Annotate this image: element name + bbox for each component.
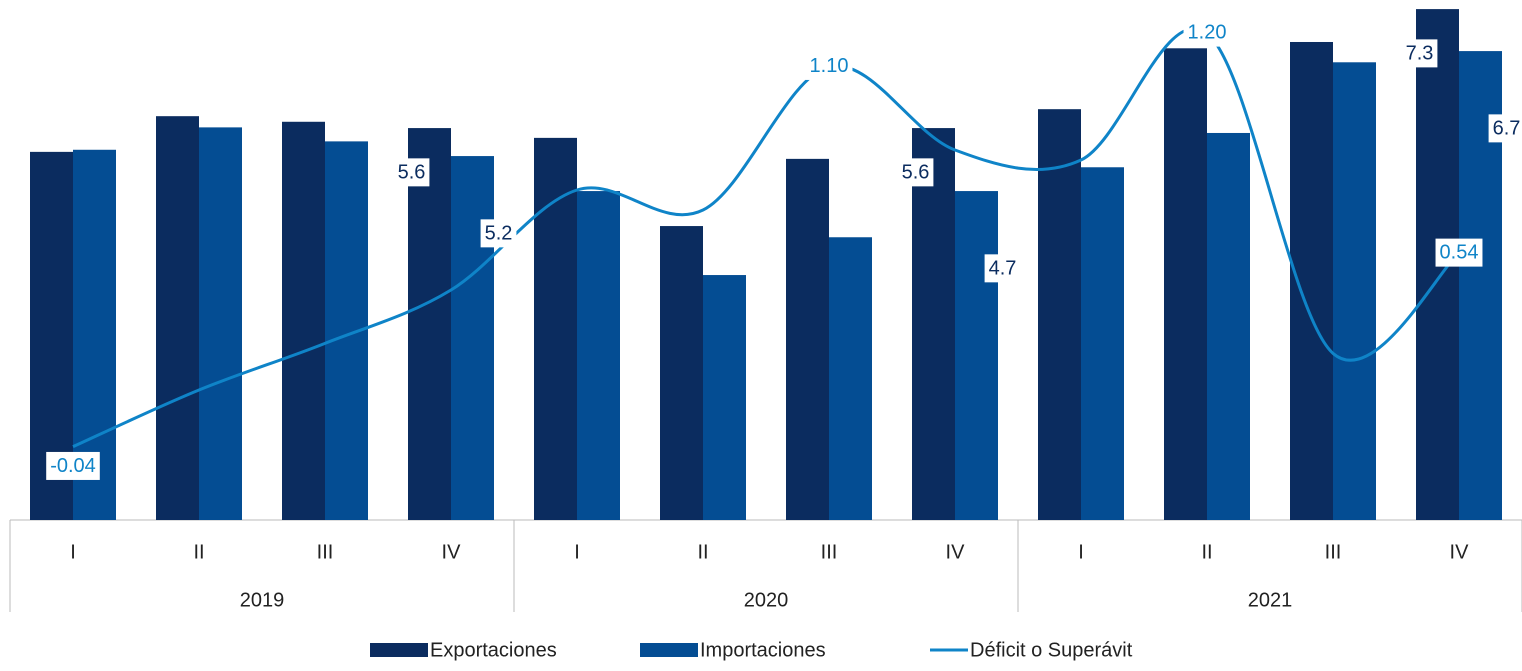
bar xyxy=(703,275,746,520)
x-tick-label: III xyxy=(821,541,838,563)
bar-data-label-box xyxy=(393,158,430,187)
bar xyxy=(1207,132,1250,520)
line-data-label-box xyxy=(1183,18,1231,47)
bar-data-label: 7.3 xyxy=(1406,42,1434,64)
legend-swatch xyxy=(370,643,428,657)
bar xyxy=(829,237,872,520)
legend-label: Importaciones xyxy=(700,639,826,661)
line-data-label: 0.54 xyxy=(1440,242,1479,264)
x-tick-label: IV xyxy=(442,541,462,563)
bar-data-label: 5.6 xyxy=(398,161,426,183)
bar-data-label: 4.7 xyxy=(989,257,1017,279)
x-tick-label: IV xyxy=(946,541,966,563)
bar xyxy=(156,116,199,520)
line-data-label: -0.04 xyxy=(50,455,96,477)
line-data-label: 1.10 xyxy=(810,55,849,77)
bar xyxy=(408,128,451,520)
bar-data-label-box xyxy=(984,254,1021,283)
bar xyxy=(912,128,955,520)
bar xyxy=(534,137,577,521)
bar-data-label-box xyxy=(1401,39,1438,68)
x-tick-label: II xyxy=(1201,541,1212,563)
bar-data-label-box xyxy=(897,158,934,187)
legend-swatch xyxy=(640,643,698,657)
legend-label: Déficit o Superávit xyxy=(970,639,1133,661)
x-tick-label: IV xyxy=(1450,541,1470,563)
line-data-label-box xyxy=(46,451,100,480)
bar-data-label-box xyxy=(480,219,517,248)
line-data-label-box xyxy=(1435,238,1483,267)
bar xyxy=(451,156,494,520)
bar-data-label: 6.7 xyxy=(1493,117,1521,139)
x-tick-label: I xyxy=(1078,541,1084,563)
line xyxy=(72,27,1460,449)
x-tick-label: III xyxy=(1325,541,1342,563)
group-label: 2019 xyxy=(240,589,285,611)
legend-label: Exportaciones xyxy=(430,639,557,661)
line-data-label-box xyxy=(805,51,853,80)
group-label: 2021 xyxy=(1248,589,1293,611)
bar-data-label: 5.2 xyxy=(485,222,513,244)
bar xyxy=(577,191,620,520)
bar-data-label: 5.6 xyxy=(902,161,930,183)
x-tick-label: II xyxy=(193,541,204,563)
x-tick-label: I xyxy=(70,541,76,563)
bar xyxy=(1164,48,1207,521)
group-label: 2020 xyxy=(744,589,789,611)
bar xyxy=(199,127,242,521)
bar xyxy=(955,191,998,520)
x-tick-label: I xyxy=(574,541,580,563)
x-tick-label: III xyxy=(317,541,334,563)
bar xyxy=(1333,62,1376,520)
bar-data-label-box xyxy=(1488,114,1522,143)
bar xyxy=(282,121,325,520)
bar xyxy=(1081,167,1124,521)
x-tick-label: II xyxy=(697,541,708,563)
bar xyxy=(660,226,703,521)
line-data-label: 1.20 xyxy=(1188,22,1227,44)
bar xyxy=(786,158,829,520)
bar xyxy=(1038,109,1081,520)
